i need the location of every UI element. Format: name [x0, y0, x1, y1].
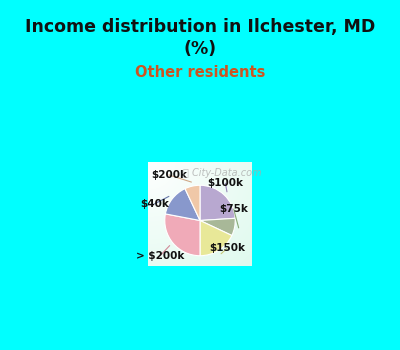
- Text: > $200k: > $200k: [136, 251, 184, 261]
- Text: $150k: $150k: [209, 244, 245, 253]
- Wedge shape: [200, 218, 235, 236]
- Text: Income distribution in Ilchester, MD
(%): Income distribution in Ilchester, MD (%): [25, 18, 375, 58]
- Wedge shape: [200, 220, 232, 256]
- Wedge shape: [200, 185, 235, 220]
- Text: $200k: $200k: [151, 170, 187, 180]
- Text: $75k: $75k: [219, 204, 248, 214]
- Text: $40k: $40k: [140, 199, 169, 209]
- Wedge shape: [165, 189, 200, 220]
- Text: $100k: $100k: [207, 178, 243, 188]
- Wedge shape: [185, 185, 200, 220]
- Wedge shape: [165, 214, 200, 256]
- Text: Other residents: Other residents: [135, 65, 265, 80]
- Text: ⓘ City-Data.com: ⓘ City-Data.com: [184, 168, 262, 178]
